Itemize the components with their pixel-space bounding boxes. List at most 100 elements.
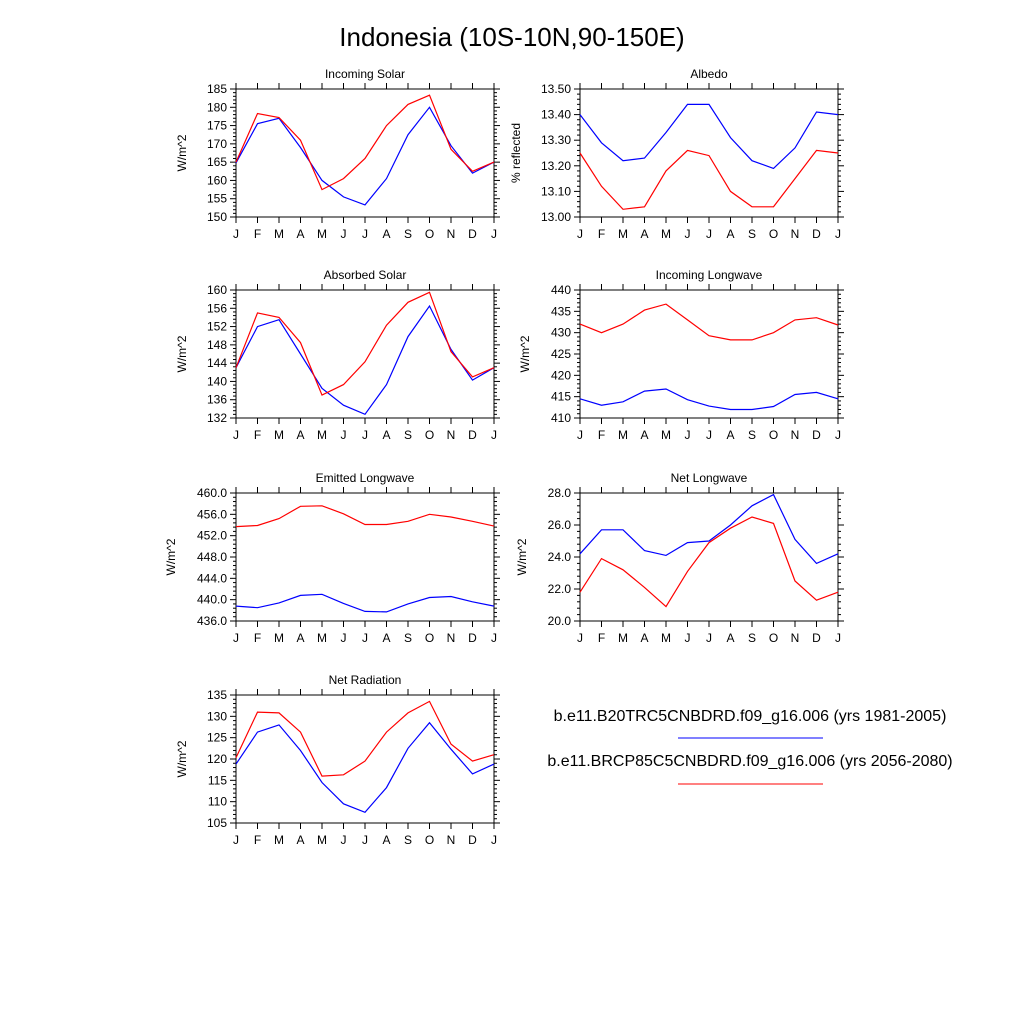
x-tick-label-net-longwave: A	[726, 631, 734, 645]
plot-frame-net-longwave	[579, 492, 839, 622]
x-tick-label-net-radiation: F	[254, 833, 261, 847]
y-axis-label-net-longwave: W/m^2	[515, 538, 529, 575]
x-tick-label-absorbed-solar: J	[362, 428, 368, 442]
series-line-historical-emitted-longwave	[235, 593, 495, 613]
x-tick-label-albedo: J	[835, 227, 841, 241]
x-tick-label-net-longwave: N	[791, 631, 800, 645]
x-tick-label-net-radiation: S	[404, 833, 412, 847]
x-tick-label-net-radiation: N	[447, 833, 456, 847]
x-tick-label-absorbed-solar: M	[317, 428, 327, 442]
x-tick-label-net-longwave: F	[598, 631, 605, 645]
x-tick-label-albedo: D	[812, 227, 821, 241]
x-tick-label-incoming-solar: S	[404, 227, 412, 241]
y-tick-label-incoming-solar: 160	[207, 173, 227, 187]
y-tick-label-incoming-longwave: 435	[551, 304, 571, 318]
x-tick-label-net-radiation: D	[468, 833, 477, 847]
x-tick-label-absorbed-solar: N	[447, 428, 456, 442]
x-tick-label-albedo: J	[685, 227, 691, 241]
x-tick-label-net-longwave: A	[640, 631, 648, 645]
x-tick-label-emitted-longwave: M	[274, 631, 284, 645]
plot-frame-albedo	[579, 88, 839, 218]
x-tick-label-emitted-longwave: J	[341, 631, 347, 645]
x-tick-label-absorbed-solar: J	[341, 428, 347, 442]
y-tick-label-absorbed-solar: 160	[207, 283, 227, 297]
x-tick-label-emitted-longwave: F	[254, 631, 261, 645]
x-tick-label-net-longwave: J	[685, 631, 691, 645]
plot-frame-net-radiation	[235, 694, 495, 824]
x-tick-label-absorbed-solar: A	[382, 428, 390, 442]
chart-title-absorbed-solar: Absorbed Solar	[324, 268, 407, 282]
chart-title-albedo: Albedo	[690, 67, 728, 81]
x-tick-label-absorbed-solar: O	[425, 428, 434, 442]
x-tick-label-incoming-solar: J	[491, 227, 497, 241]
x-tick-label-albedo: A	[726, 227, 734, 241]
x-tick-label-incoming-solar: M	[274, 227, 284, 241]
y-axis-label-albedo: % reflected	[509, 123, 523, 183]
x-tick-label-net-radiation: M	[274, 833, 284, 847]
series-line-historical-absorbed-solar	[235, 304, 495, 416]
series-line-future-incoming-solar	[235, 94, 495, 191]
series-line-future-incoming-longwave	[579, 303, 839, 341]
x-tick-label-albedo: N	[791, 227, 800, 241]
y-tick-label-incoming-solar: 150	[207, 210, 227, 224]
x-tick-label-net-radiation: J	[341, 833, 347, 847]
chart-net-radiation: Net Radiation W/m^2 105 110 115 120 125 130 135 J…	[175, 673, 500, 847]
chart-title-emitted-longwave: Emitted Longwave	[316, 471, 415, 485]
x-tick-label-emitted-longwave: S	[404, 631, 412, 645]
x-tick-label-absorbed-solar: S	[404, 428, 412, 442]
y-axis-label-emitted-longwave: W/m^2	[164, 538, 178, 575]
y-axis-label-incoming-longwave: W/m^2	[518, 335, 532, 372]
series-line-future-emitted-longwave	[235, 505, 495, 528]
y-tick-label-albedo: 13.20	[541, 159, 571, 173]
series-line-future-albedo	[579, 149, 839, 210]
x-tick-label-albedo: M	[661, 227, 671, 241]
x-tick-label-emitted-longwave: D	[468, 631, 477, 645]
x-tick-label-emitted-longwave: A	[296, 631, 304, 645]
x-tick-label-incoming-solar: J	[233, 227, 239, 241]
x-tick-label-net-longwave: M	[661, 631, 671, 645]
x-tick-label-emitted-longwave: J	[362, 631, 368, 645]
x-tick-label-incoming-longwave: D	[812, 428, 821, 442]
x-tick-label-absorbed-solar: J	[233, 428, 239, 442]
series-line-historical-albedo	[579, 103, 839, 170]
x-tick-label-emitted-longwave: J	[233, 631, 239, 645]
series-line-historical-net-longwave	[579, 493, 839, 565]
x-tick-label-net-radiation: A	[382, 833, 390, 847]
y-tick-label-absorbed-solar: 156	[207, 301, 227, 315]
y-tick-label-emitted-longwave: 436.0	[197, 614, 227, 628]
page-title: Indonesia (10S-10N,90-150E)	[339, 22, 684, 52]
y-tick-label-incoming-solar: 170	[207, 137, 227, 151]
y-axis-label-net-radiation: W/m^2	[175, 740, 189, 777]
x-tick-label-incoming-solar: M	[317, 227, 327, 241]
y-tick-label-incoming-longwave: 415	[551, 390, 571, 404]
y-axis-label-absorbed-solar: W/m^2	[175, 335, 189, 372]
y-tick-label-absorbed-solar: 140	[207, 374, 227, 388]
x-tick-label-net-longwave: D	[812, 631, 821, 645]
x-tick-label-net-longwave: J	[706, 631, 712, 645]
y-tick-label-net-longwave: 26.0	[548, 518, 572, 532]
x-tick-label-albedo: J	[706, 227, 712, 241]
y-tick-label-emitted-longwave: 440.0	[197, 593, 227, 607]
y-tick-label-albedo: 13.10	[541, 184, 571, 198]
x-tick-label-incoming-longwave: A	[726, 428, 734, 442]
y-tick-label-net-longwave: 28.0	[548, 486, 572, 500]
y-tick-label-net-radiation: 110	[208, 795, 227, 809]
x-tick-label-net-radiation: O	[425, 833, 434, 847]
y-tick-label-net-longwave: 24.0	[548, 550, 572, 564]
y-tick-label-incoming-longwave: 440	[551, 283, 571, 297]
x-tick-label-incoming-longwave: M	[661, 428, 671, 442]
series-line-historical-incoming-longwave	[579, 388, 839, 411]
x-tick-label-albedo: O	[769, 227, 778, 241]
x-tick-label-incoming-solar: A	[296, 227, 304, 241]
legend-label-historical: b.e11.B20TRC5CNBDRD.f09_g16.006 (yrs 198…	[554, 708, 947, 725]
x-tick-label-incoming-longwave: J	[706, 428, 712, 442]
x-tick-label-emitted-longwave: M	[317, 631, 327, 645]
x-tick-label-net-longwave: J	[577, 631, 583, 645]
chart-title-net-radiation: Net Radiation	[329, 673, 402, 687]
x-tick-label-incoming-longwave: N	[791, 428, 800, 442]
x-tick-label-net-radiation: M	[317, 833, 327, 847]
y-tick-label-incoming-solar: 185	[207, 82, 227, 96]
y-tick-label-incoming-longwave: 430	[551, 326, 571, 340]
y-tick-label-albedo: 13.00	[541, 210, 571, 224]
